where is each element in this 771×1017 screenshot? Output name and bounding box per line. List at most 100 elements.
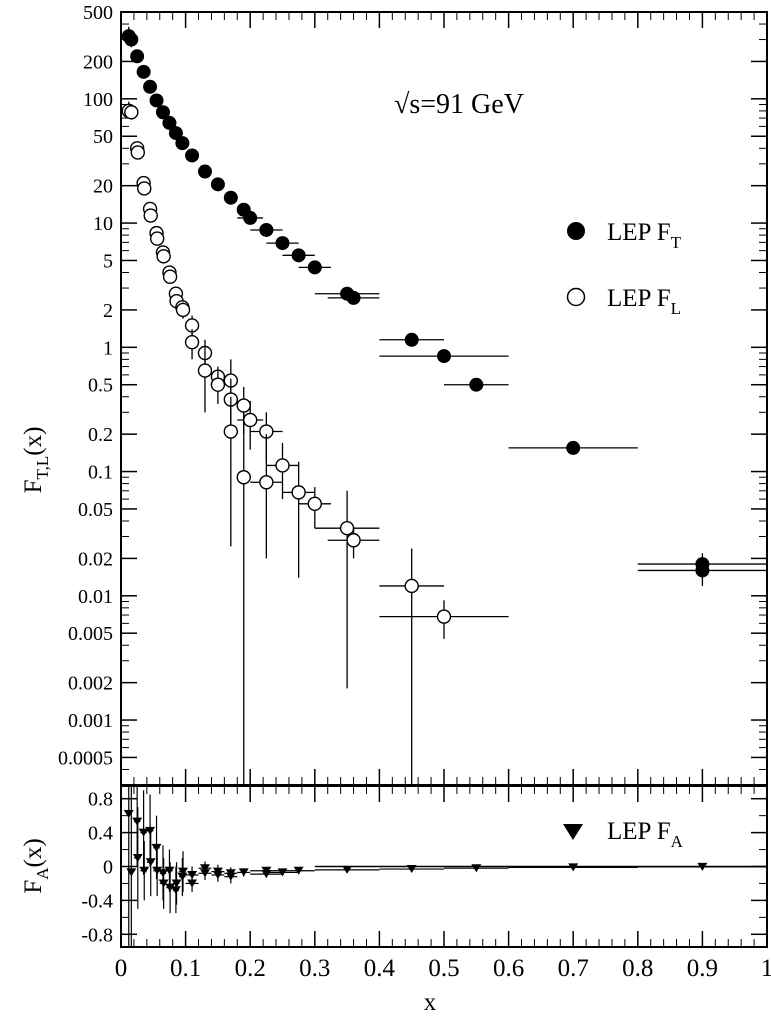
series-lep-fl	[121, 101, 509, 784]
open-circle-marker	[404, 578, 419, 594]
data-point	[185, 874, 199, 892]
data-point	[266, 236, 299, 251]
data-point	[143, 79, 158, 94]
open-circle-marker	[275, 458, 290, 473]
triangle-marker	[171, 879, 182, 888]
y-tick-label: 100	[83, 89, 113, 111]
data-point	[327, 526, 380, 559]
data-point	[211, 868, 225, 882]
y-tick-label: 0.1	[88, 462, 113, 484]
data-point	[130, 145, 145, 160]
data-point	[237, 210, 264, 225]
open-circle-marker	[149, 231, 165, 246]
x-tick-label: 0.5	[428, 955, 459, 982]
data-point	[224, 869, 238, 884]
filled-circle-marker	[124, 32, 139, 47]
y-tick-label: 0.05	[78, 499, 113, 521]
data-point	[139, 841, 150, 901]
y-tick-label: 0.4	[88, 823, 113, 845]
open-circle-marker	[259, 475, 274, 490]
data-point	[444, 377, 509, 392]
data-point	[314, 865, 380, 874]
data-point	[282, 866, 315, 875]
y-tick-label: 0.5	[88, 375, 113, 397]
data-point	[171, 862, 182, 905]
open-circle-marker	[291, 485, 306, 500]
data-point	[126, 786, 137, 947]
series-lep-fa	[123, 786, 767, 947]
filled-circle-marker	[346, 290, 361, 305]
data-point	[170, 866, 181, 914]
triangle-marker	[164, 866, 175, 875]
data-point	[175, 302, 191, 319]
data-point	[379, 600, 509, 639]
data-point	[508, 863, 638, 872]
filled-circle-marker	[185, 148, 200, 163]
y-tick-label: 50	[93, 126, 113, 148]
open-circle-marker	[210, 377, 226, 392]
triangle-marker	[170, 886, 181, 895]
bottom-panel: 0.8 0.4 0 -0.4 -0.8 0 0.1 0.2 0.3 0.4 0.5 0.6 0.7 0.…	[20, 785, 771, 1016]
filled-circle-marker	[143, 79, 158, 94]
data-point	[508, 440, 638, 455]
x-tick-label: 0	[115, 955, 128, 982]
data-point	[444, 864, 509, 873]
data-point	[145, 828, 156, 897]
bottom-y-axis-title: FA(x)	[20, 838, 52, 893]
filled-circle-marker	[149, 93, 164, 108]
open-circle-marker	[223, 424, 239, 439]
legend-label-ft: LEP FT	[607, 219, 682, 252]
data-point	[210, 177, 225, 192]
triangle-marker	[151, 843, 162, 852]
data-point	[175, 136, 190, 151]
data-point	[136, 64, 151, 79]
x-tick-label: 0.1	[170, 955, 201, 982]
top-y-axis-tick-labels: 500 200 100 50 20 10 5 2 1 0.5 0.2 0.1 0.05 0.02 0.01 0…	[58, 2, 113, 769]
filled-circle-marker	[223, 190, 238, 205]
data-point	[250, 434, 283, 559]
open-circle-marker	[184, 334, 200, 350]
filled-circle-marker	[469, 377, 484, 392]
triangle-marker	[238, 868, 249, 877]
x-tick-label: 0.7	[558, 955, 589, 982]
filled-circle-marker	[259, 222, 274, 237]
data-point	[157, 845, 168, 901]
filled-circle-marker	[197, 164, 212, 179]
data-point	[282, 461, 315, 578]
y-tick-label: 0.0005	[58, 747, 113, 769]
data-point	[298, 487, 331, 529]
triangle-marker	[139, 866, 150, 875]
data-point	[138, 790, 149, 875]
open-circle-marker	[346, 533, 361, 548]
data-point	[282, 248, 315, 263]
y-tick-label: 0.01	[78, 586, 113, 608]
data-point	[158, 858, 169, 909]
data-point	[637, 561, 767, 586]
triangle-marker	[199, 869, 210, 878]
legend-marker-triangle-down	[563, 824, 583, 840]
triangle-marker	[138, 828, 149, 837]
filled-circle-marker	[275, 236, 290, 251]
bottom-legend: LEP FA	[563, 818, 684, 851]
open-circle-marker	[307, 496, 322, 512]
triangle-marker	[212, 870, 223, 879]
x-tick-label: 1	[761, 955, 771, 982]
data-point	[124, 104, 139, 120]
triangle-marker	[145, 826, 156, 835]
data-point	[197, 347, 213, 413]
data-point	[197, 164, 212, 179]
triangle-marker	[132, 817, 143, 826]
open-circle-marker	[242, 412, 258, 428]
filled-circle-marker	[210, 177, 225, 192]
x-tick-label: 0.2	[235, 955, 266, 982]
open-circle-marker	[137, 181, 152, 196]
y-tick-label: 0.02	[78, 548, 113, 570]
open-circle-marker	[130, 145, 145, 160]
top-panel: 500 200 100 50 20 10 5 2 1 0.5 0.2 0.1 0.05 0.02 0.01 0…	[20, 2, 768, 786]
top-legend: LEP FT LEP FL	[566, 219, 682, 318]
y-tick-label: 200	[83, 51, 113, 73]
data-point	[149, 93, 164, 108]
y-tick-label: 1	[103, 337, 113, 359]
open-circle-marker	[175, 302, 191, 318]
open-circle-marker	[236, 470, 251, 485]
